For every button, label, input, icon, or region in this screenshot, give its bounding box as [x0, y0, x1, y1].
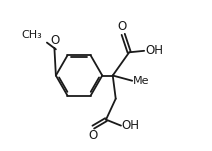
Text: CH₃: CH₃ — [21, 30, 42, 40]
Text: O: O — [88, 129, 97, 142]
Text: Me: Me — [133, 76, 149, 86]
Text: O: O — [50, 34, 60, 47]
Text: OH: OH — [122, 119, 140, 132]
Text: OH: OH — [145, 44, 163, 57]
Text: O: O — [118, 20, 127, 33]
